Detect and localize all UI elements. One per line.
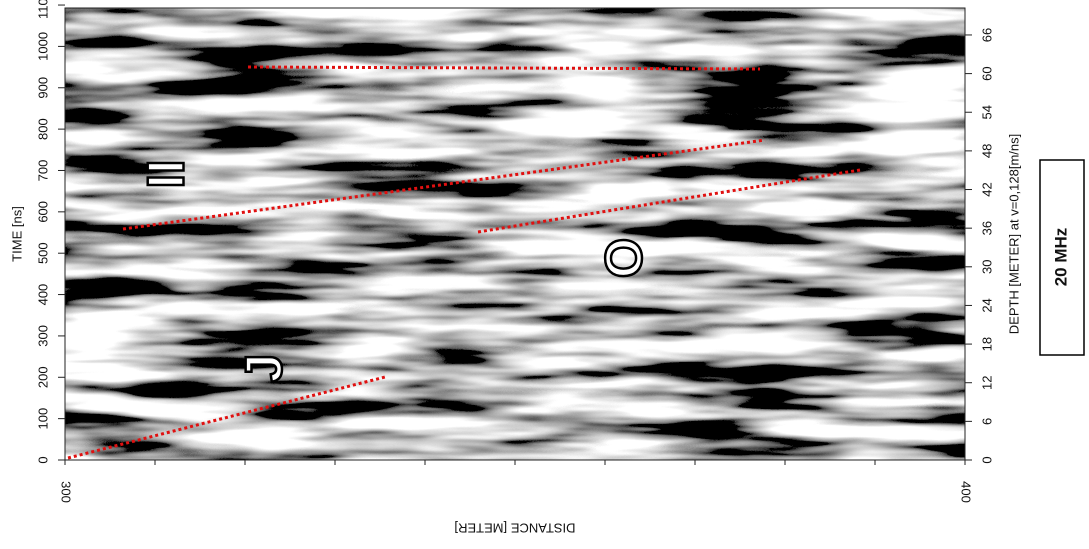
time-tick-label: 100 bbox=[35, 408, 50, 430]
depth-tick-label: 48 bbox=[979, 144, 994, 158]
distance-tick-label: 300 bbox=[59, 481, 74, 503]
marker-ii: II bbox=[138, 160, 196, 189]
time-tick-label: 300 bbox=[35, 325, 50, 347]
depth-tick-label: 60 bbox=[979, 66, 994, 80]
depth-tick-label: 42 bbox=[979, 182, 994, 196]
depth-tick-label: 0 bbox=[979, 456, 994, 463]
frequency-box bbox=[1039, 159, 1085, 356]
time-tick-label: 1000 bbox=[35, 32, 50, 61]
marker-j: J bbox=[236, 354, 294, 383]
time-tick-label: 600 bbox=[35, 201, 50, 223]
depth-tick-label: 12 bbox=[979, 375, 994, 389]
depth-tick-label: 54 bbox=[979, 105, 994, 119]
marker-o: O bbox=[596, 238, 654, 278]
reflector-line bbox=[67, 375, 386, 460]
time-axis-label: TIME [ns] bbox=[9, 206, 24, 262]
reflector-lines bbox=[67, 65, 861, 460]
reflector-line bbox=[477, 168, 861, 234]
time-tick-label: 900 bbox=[35, 77, 50, 99]
time-tick-label: 400 bbox=[35, 284, 50, 306]
depth-axis-label: DEPTH [METER] at v=0,128[m/ns] bbox=[1006, 134, 1021, 334]
reflector-line bbox=[122, 138, 766, 231]
distance-tick-label: 400 bbox=[959, 481, 974, 503]
frequency-label: 20 MHz bbox=[1051, 228, 1070, 287]
time-tick-label: 200 bbox=[35, 366, 50, 388]
depth-tick-label: 24 bbox=[979, 298, 994, 312]
depth-tick-label: 36 bbox=[979, 221, 994, 235]
depth-tick-label: 66 bbox=[979, 28, 994, 42]
time-tick-label: 700 bbox=[35, 160, 50, 182]
time-tick-label: 800 bbox=[35, 118, 50, 140]
depth-tick-label: 18 bbox=[979, 337, 994, 351]
distance-axis-label: DISTANCE [METER] bbox=[454, 521, 575, 536]
depth-tick-label: 30 bbox=[979, 260, 994, 274]
depth-tick-label: 6 bbox=[979, 418, 994, 425]
radargram-image bbox=[65, 8, 965, 460]
reflector-line bbox=[247, 65, 761, 71]
time-tick-label: 0 bbox=[35, 456, 50, 463]
time-tick-label: 1100 bbox=[35, 0, 50, 19]
time-tick-label: 500 bbox=[35, 242, 50, 264]
